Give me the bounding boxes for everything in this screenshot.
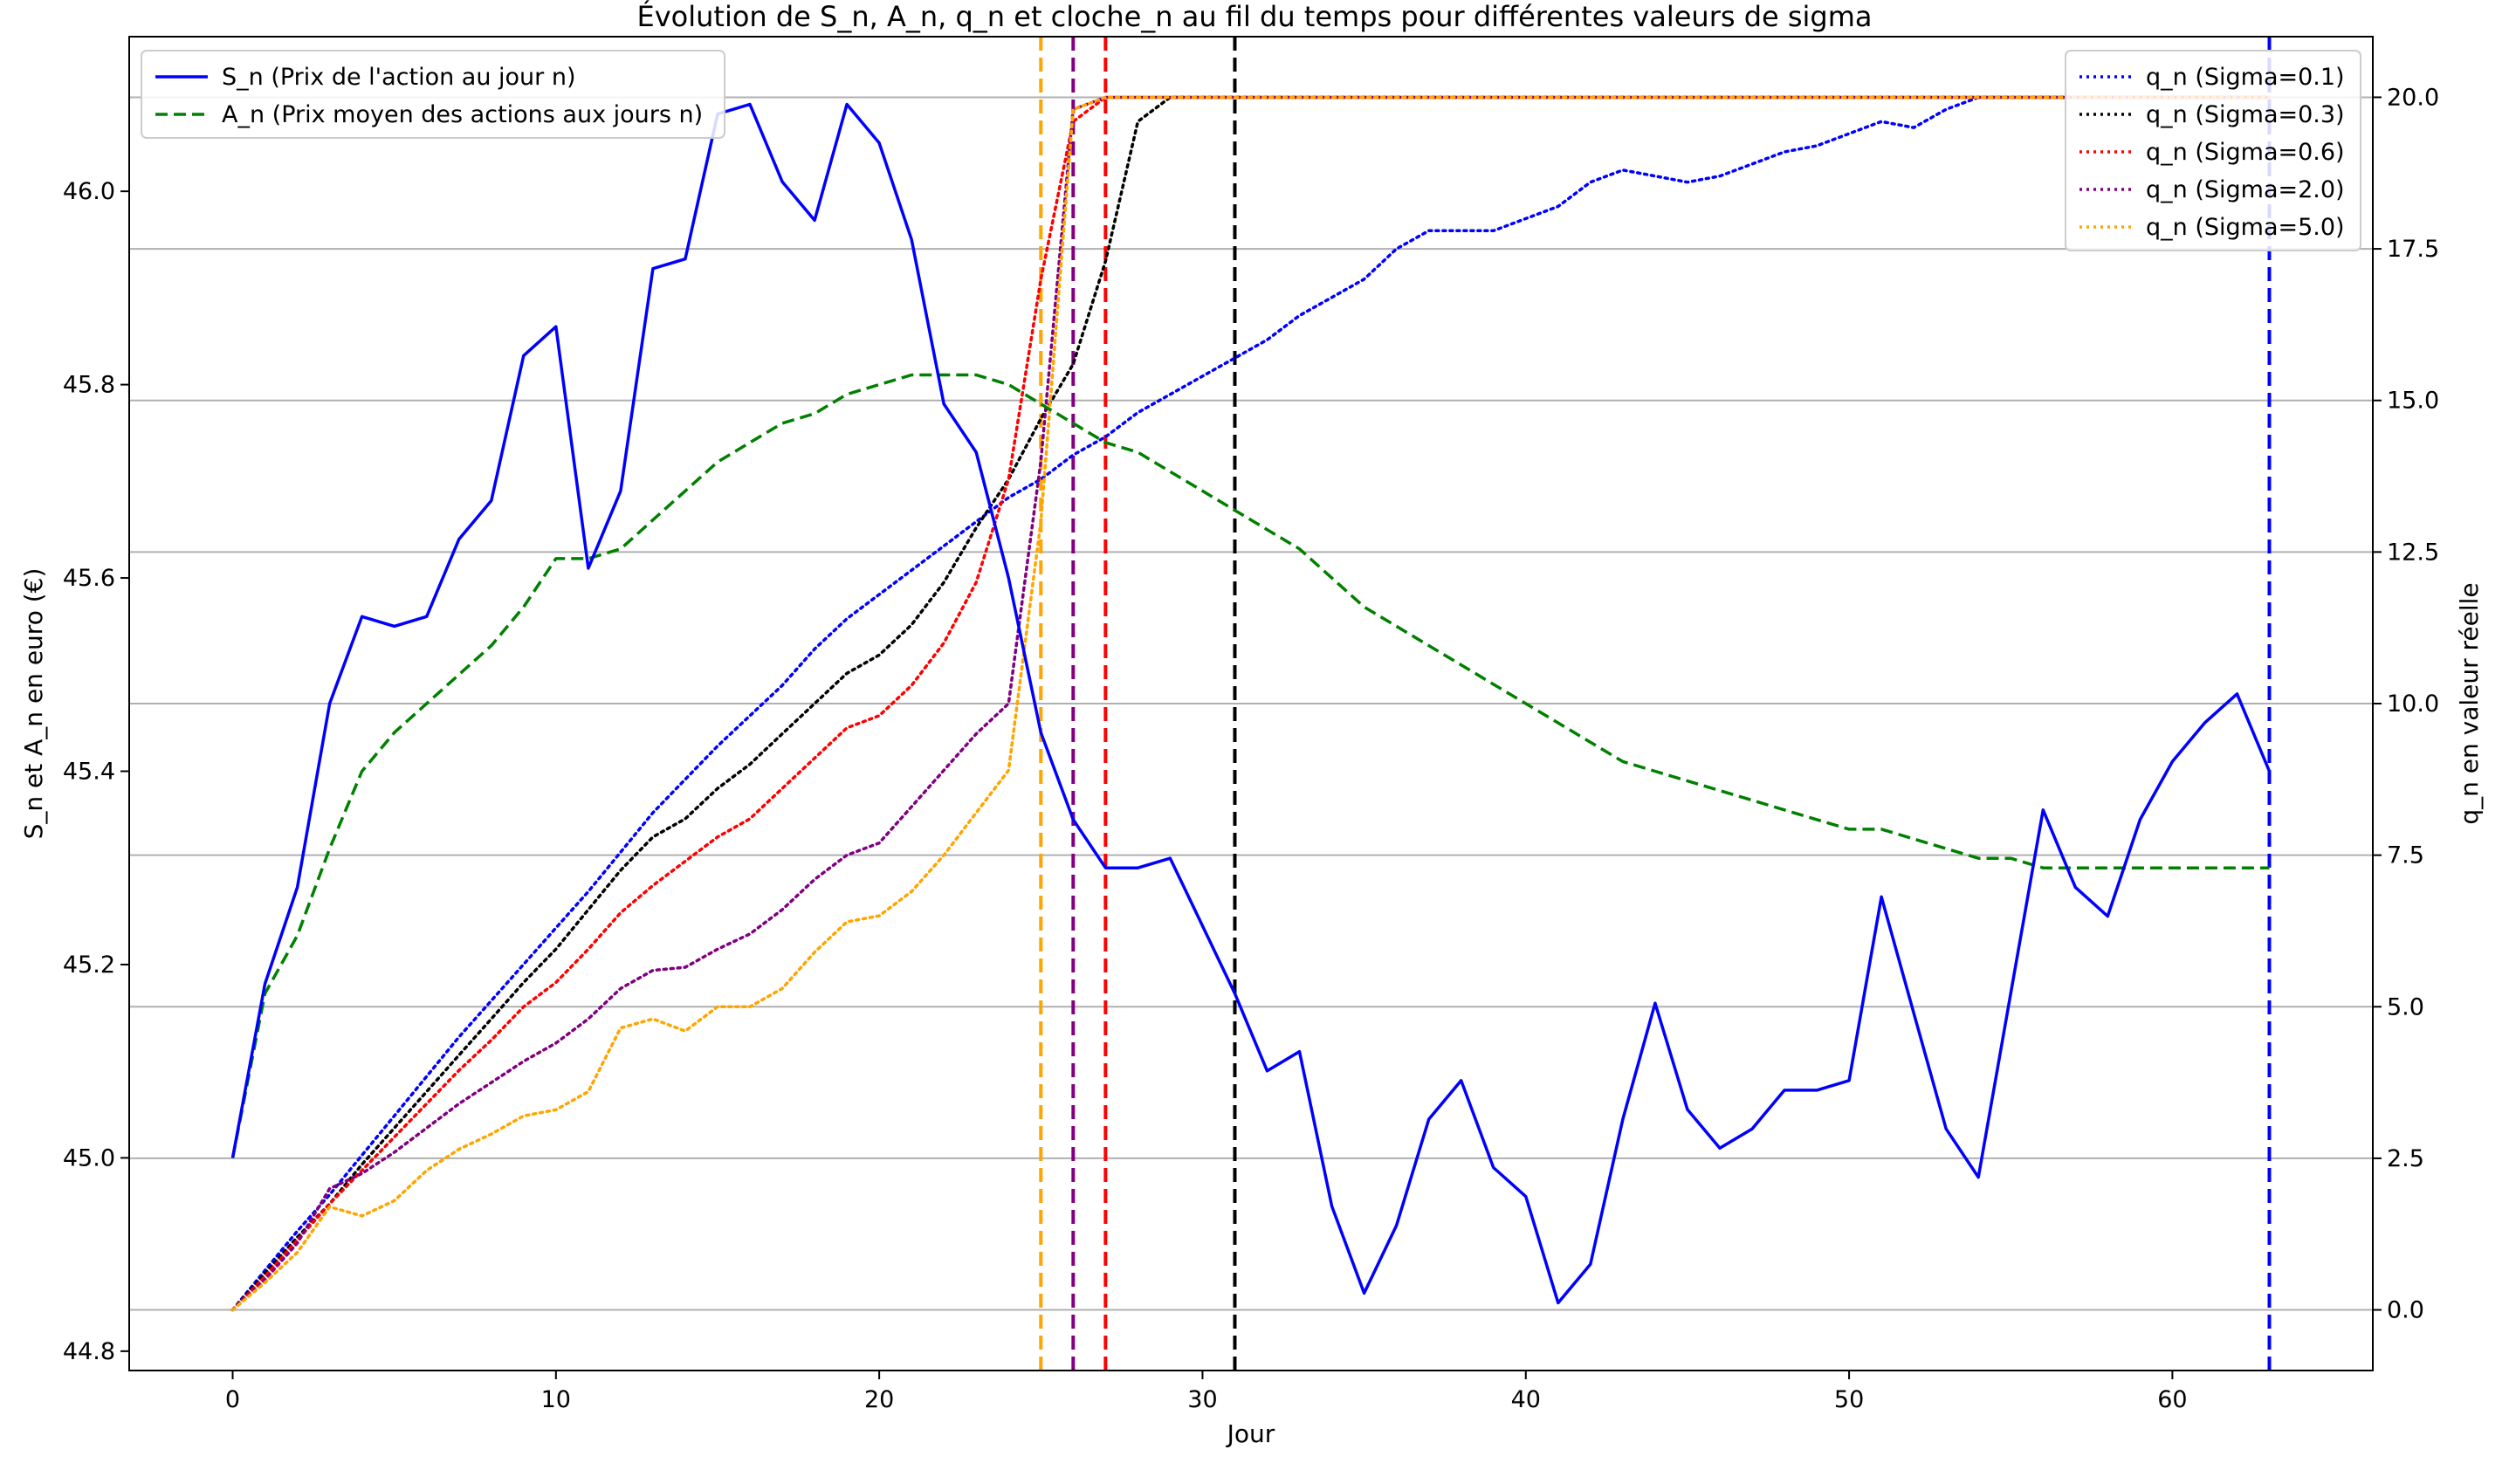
legend-label-S_n: S_n (Prix de l'action au jour n)	[222, 64, 576, 91]
y-right-tick-label-7: 17.5	[2387, 236, 2439, 263]
legend-label-sigma_5_0: q_n (Sigma=5.0)	[2146, 214, 2345, 241]
legend-label-sigma_0_6: q_n (Sigma=0.6)	[2146, 139, 2345, 166]
grid-layer	[129, 96, 2373, 1311]
legend-label-sigma_0_3: q_n (Sigma=0.3)	[2146, 101, 2345, 128]
y-left-tick-label-0: 44.8	[63, 1338, 115, 1365]
y-right-tick-label-0: 0.0	[2387, 1297, 2424, 1324]
x-tick-label-0: 0	[225, 1386, 240, 1413]
series-line-sigma_0_1	[230, 95, 2272, 1312]
y-left-tick-label-4: 45.6	[63, 565, 115, 592]
legend-label-sigma_2_0: q_n (Sigma=2.0)	[2146, 176, 2345, 203]
y-right-tick-label-5: 12.5	[2387, 539, 2439, 566]
y-left-tick-label-1: 45.0	[63, 1144, 115, 1171]
x-axis-label: Jour	[1226, 1419, 1275, 1448]
y-right-tick-label-2: 5.0	[2387, 993, 2424, 1020]
y-right-tick-label-8: 20.0	[2387, 84, 2439, 111]
legend-right-box	[2065, 50, 2361, 251]
y-right-tick-label-6: 15.0	[2387, 388, 2439, 415]
legend-right: q_n (Sigma=0.1) q_n (Sigma=0.3) q_n (Sigma…	[2065, 50, 2361, 251]
x-tick-label-6: 60	[2157, 1386, 2187, 1413]
chart-title: Évolution de S_n, A_n, q_n et cloche_n a…	[636, 0, 1872, 33]
y-right-tick-label-1: 2.5	[2387, 1145, 2424, 1172]
y-left-tick-label-5: 45.8	[63, 372, 115, 399]
y-right-tick-label-3: 7.5	[2387, 842, 2424, 869]
legend-label-sigma_0_1: q_n (Sigma=0.1)	[2146, 64, 2345, 91]
legend-left-box	[141, 50, 725, 139]
y-right-tick-label-4: 10.0	[2387, 690, 2439, 718]
y-left-tick-label-3: 45.4	[63, 759, 115, 786]
series-line-sigma_5_0	[230, 95, 2272, 1312]
legend-left: S_n (Prix de l'action au jour n) A_n (Pri…	[141, 50, 725, 139]
series-layer	[230, 95, 2272, 1312]
y-axis-right-label: q_n en valeur réelle	[2455, 582, 2484, 824]
series-line-S_n	[230, 102, 2272, 1305]
legend-label-A_n: A_n (Prix moyen des actions aux jours n)	[222, 101, 703, 128]
x-tick-label-3: 30	[1187, 1386, 1217, 1413]
y-axis-right: 0.0 2.5 5.0 7.5 10.0 12.5 15.0 17.5 20.0	[2373, 84, 2439, 1324]
y-left-tick-label-2: 45.2	[63, 952, 115, 979]
x-tick-label-2: 20	[864, 1386, 894, 1413]
y-axis-left-label: S_n et A_n en euro (€)	[19, 568, 48, 840]
vertical-lines-layer	[1039, 37, 2272, 1371]
series-line-A_n	[230, 373, 2270, 1158]
x-tick-label-1: 10	[541, 1386, 571, 1413]
x-axis: 0 10 20 30 40 50 60	[225, 1371, 2188, 1413]
x-tick-label-5: 50	[1834, 1386, 1864, 1413]
y-left-tick-label-6: 46.0	[63, 178, 115, 205]
y-axis-left: 44.8 45.0 45.2 45.4 45.6 45.8 46.0	[63, 178, 129, 1365]
x-tick-label-4: 40	[1511, 1386, 1541, 1413]
